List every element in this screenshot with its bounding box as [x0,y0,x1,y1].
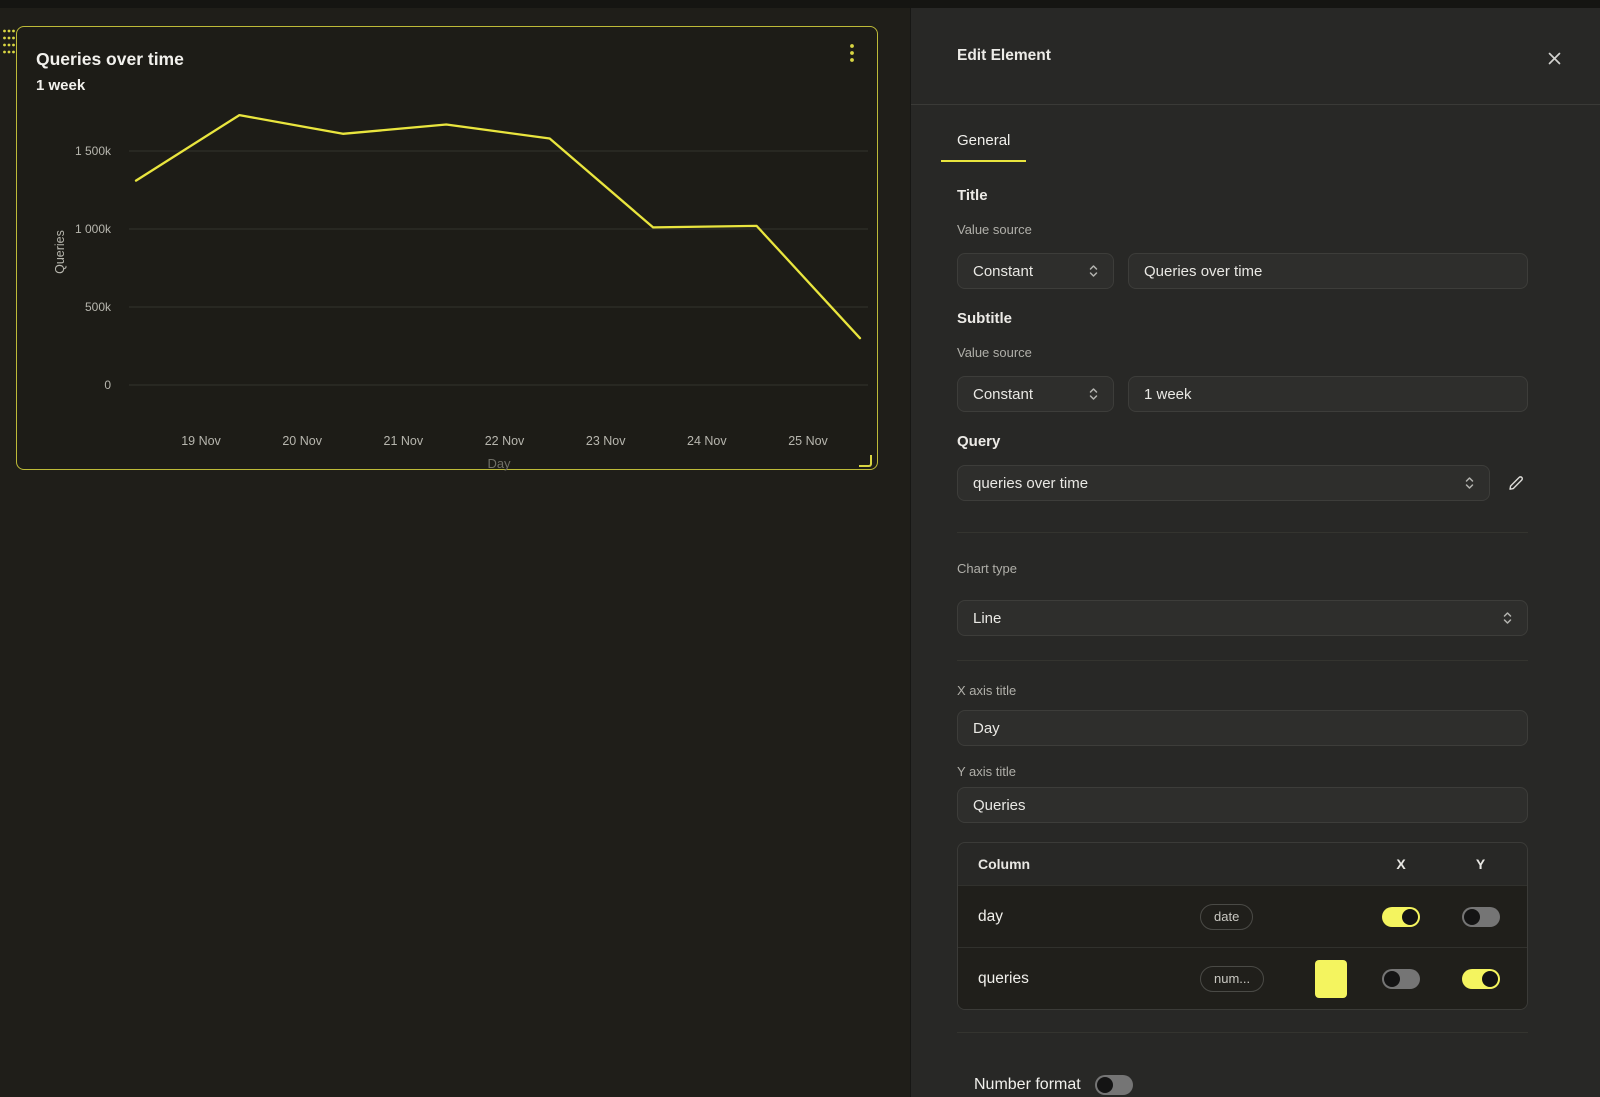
divider [957,1032,1528,1033]
y-axis-title-input[interactable] [957,787,1528,823]
svg-text:1 000k: 1 000k [75,222,112,236]
svg-text:500k: 500k [85,300,112,314]
chart-card[interactable]: 1 500k 1 000k 500k 0 19 Nov 20 Nov 21 Nov 22 No… [16,26,878,471]
y-axis-title-label: Y axis title [957,764,1017,779]
column-name: day [978,907,1003,925]
series-color-swatch[interactable] [1315,959,1347,998]
tab-general[interactable]: General [941,123,1027,162]
title-section-heading: Title [957,187,988,204]
svg-text:20 Nov: 20 Nov [282,434,322,448]
window-top-strip [0,0,1600,8]
select-chevron-icon [1503,612,1512,624]
number-format-label: Number format [974,1076,1081,1093]
chart-menu-button[interactable] [843,43,861,63]
pencil-icon [1509,476,1523,490]
edit-element-panel: Edit Element General Title Value source … [910,8,1600,1097]
kebab-menu-icon [850,44,854,62]
columns-table-header: Column X Y [958,843,1527,885]
chart-title: Queries over time [36,49,184,69]
resize-handle[interactable] [859,455,872,467]
column-type-badge: num... [1200,965,1265,992]
dashboard-canvas: 1 500k 1 000k 500k 0 19 Nov 20 Nov 21 Nov 22 No… [0,8,910,1097]
x-axis-title-input[interactable] [957,710,1528,746]
svg-text:1 500k: 1 500k [75,144,112,158]
y-axis-toggle[interactable] [1461,906,1500,927]
panel-tabs: General [941,123,1600,162]
y-axis-toggle[interactable] [1461,968,1500,989]
svg-text:22 Nov: 22 Nov [485,434,525,448]
panel-title: Edit Element [957,47,1051,64]
y-header: Y [1475,856,1486,872]
query-section-heading: Query [957,433,1001,450]
svg-text:19 Nov: 19 Nov [181,434,221,448]
svg-text:25 Nov: 25 Nov [788,434,828,448]
column-header: Column [978,856,1031,872]
drag-handle-icon[interactable] [2,28,16,56]
svg-text:24 Nov: 24 Nov [687,434,727,448]
title-source-select[interactable]: Constant [957,253,1114,289]
title-value-input[interactable] [1128,253,1528,289]
svg-text:0: 0 [104,378,111,392]
svg-text:Queries: Queries [53,230,67,274]
panel-header: Edit Element [911,8,1600,105]
subtitle-value-source-label: Value source [957,345,1032,360]
svg-text:21 Nov: 21 Nov [384,434,424,448]
svg-text:Day: Day [487,456,511,471]
subtitle-section-heading: Subtitle [957,310,1012,327]
chart-type-select[interactable]: Line [957,600,1528,636]
select-chevron-icon [1465,477,1474,489]
edit-query-button[interactable] [1504,471,1528,495]
subtitle-source-select[interactable]: Constant [957,376,1114,412]
select-chevron-icon [1089,265,1098,277]
x-header: X [1396,856,1406,872]
column-type-badge: date [1200,903,1254,930]
query-select[interactable]: queries over time [957,465,1490,501]
column-name: queries [978,969,1029,987]
x-axis-toggle[interactable] [1382,906,1420,927]
line-chart: 1 500k 1 000k 500k 0 19 Nov 20 Nov 21 Nov 22 No… [53,113,868,471]
chart-subtitle: 1 week [36,77,86,94]
x-axis-title-label: X axis title [957,683,1017,698]
x-axis-toggle[interactable] [1382,968,1420,989]
close-button[interactable] [1542,46,1566,70]
table-row: queries num... [958,947,1527,1009]
chart-type-label: Chart type [957,561,1017,576]
number-format-toggle[interactable] [1094,1075,1133,1095]
title-value-source-label: Value source [957,222,1032,237]
divider [957,532,1528,533]
columns-table: Column X Y day date queries num... [957,842,1528,1010]
divider [957,660,1528,661]
close-icon [1548,52,1560,64]
table-row: day date [958,885,1527,947]
subtitle-value-input[interactable] [1128,376,1528,412]
select-chevron-icon [1089,388,1098,400]
svg-text:23 Nov: 23 Nov [586,434,626,448]
